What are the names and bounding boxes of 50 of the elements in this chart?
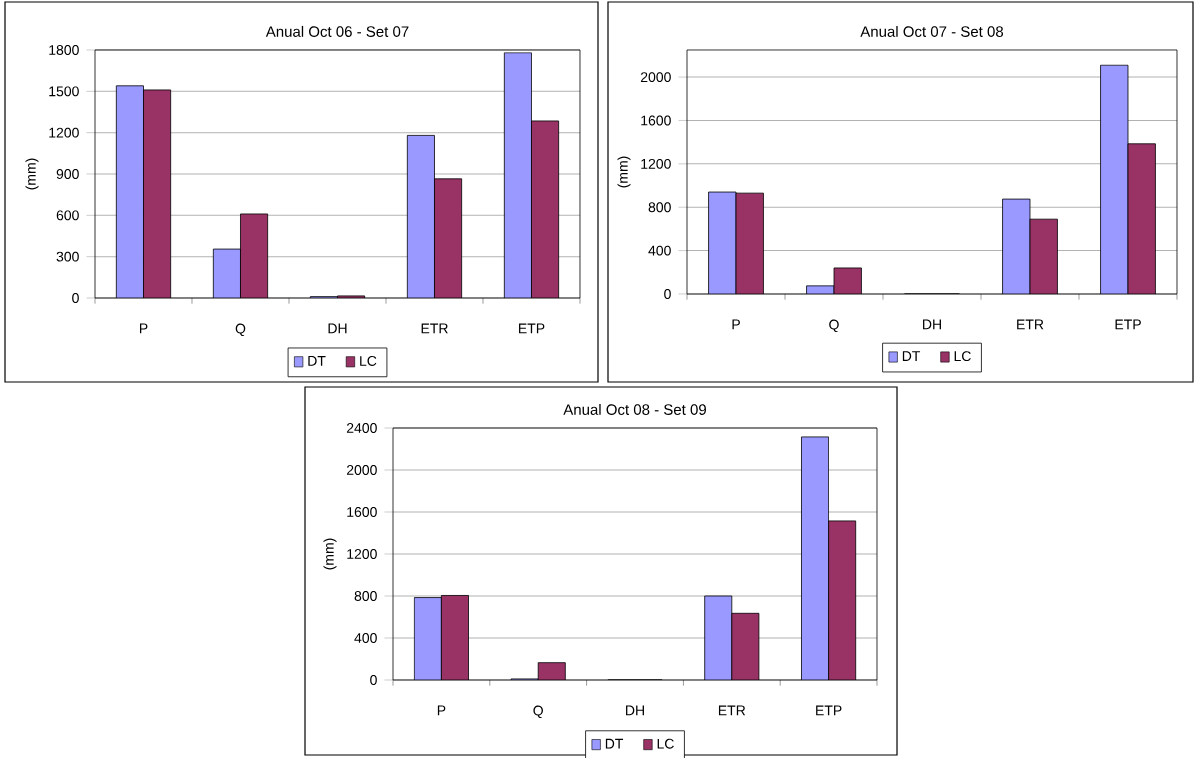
y-tick-label: 600	[56, 210, 79, 221]
y-tick-label: 2000	[346, 465, 377, 475]
x-tick-label: P	[437, 705, 446, 716]
y-tick-label: 300	[56, 251, 79, 262]
bar	[1100, 64, 1129, 294]
y-axis-title: (mm)	[323, 538, 337, 570]
x-tick-label: ETP	[1115, 319, 1141, 330]
x-tick-label: P	[139, 323, 148, 334]
y-tick-label: 800	[354, 591, 377, 601]
chart-title: Anual Oct 08 - Set 09	[563, 403, 706, 415]
x-tick-label: ETP	[816, 705, 842, 716]
y-tick-label: 1800	[49, 45, 79, 55]
y-tick-label: 2000	[640, 72, 671, 83]
legend-label: DT	[308, 356, 326, 366]
x-tick-label: Q	[235, 323, 246, 336]
x-tick-label: Q	[829, 319, 839, 332]
chart-title: Anual Oct 07 - Set 08	[860, 25, 1004, 37]
legend-label: LC	[360, 356, 377, 366]
y-tick-label: 1600	[347, 507, 377, 517]
y-tick-label: 800	[648, 202, 671, 213]
y-tick-label: 0	[72, 293, 79, 303]
x-tick-label: ETR	[1017, 319, 1044, 330]
y-axis-title: (mm)	[617, 156, 631, 188]
y-tick-label: 0	[664, 289, 671, 299]
legend-label: DT	[605, 738, 624, 749]
x-tick-label: ETR	[421, 323, 448, 334]
y-tick-label: 1200	[49, 127, 79, 138]
bar	[708, 192, 736, 294]
x-tick-label: Q	[533, 705, 543, 718]
y-tick-label: 2400	[346, 423, 377, 433]
y-axis-title: (mm)	[25, 158, 39, 190]
legend-label: LC	[954, 351, 971, 362]
y-tick-label: 1200	[641, 158, 671, 169]
x-tick-label: ETR	[718, 705, 746, 716]
y-tick-label: 0	[370, 675, 377, 685]
chart-title: Anual Oct 06 - Set 07	[265, 25, 409, 37]
x-tick-label: ETP	[519, 323, 545, 334]
y-tick-label: 1200	[347, 549, 377, 559]
x-tick-label: P	[732, 319, 740, 330]
bar	[1002, 199, 1030, 294]
y-tick-label: 400	[354, 633, 377, 643]
legend-label: DT	[902, 351, 921, 361]
y-tick-label: 1500	[49, 86, 79, 97]
x-tick-label: DH	[626, 705, 644, 716]
y-tick-label: 1600	[641, 115, 671, 126]
y-tick-label: 400	[648, 245, 671, 256]
x-tick-label: DH	[923, 319, 941, 330]
x-tick-label: DH	[328, 323, 347, 334]
y-tick-label: 900	[56, 169, 79, 179]
legend-label: LC	[657, 738, 674, 749]
